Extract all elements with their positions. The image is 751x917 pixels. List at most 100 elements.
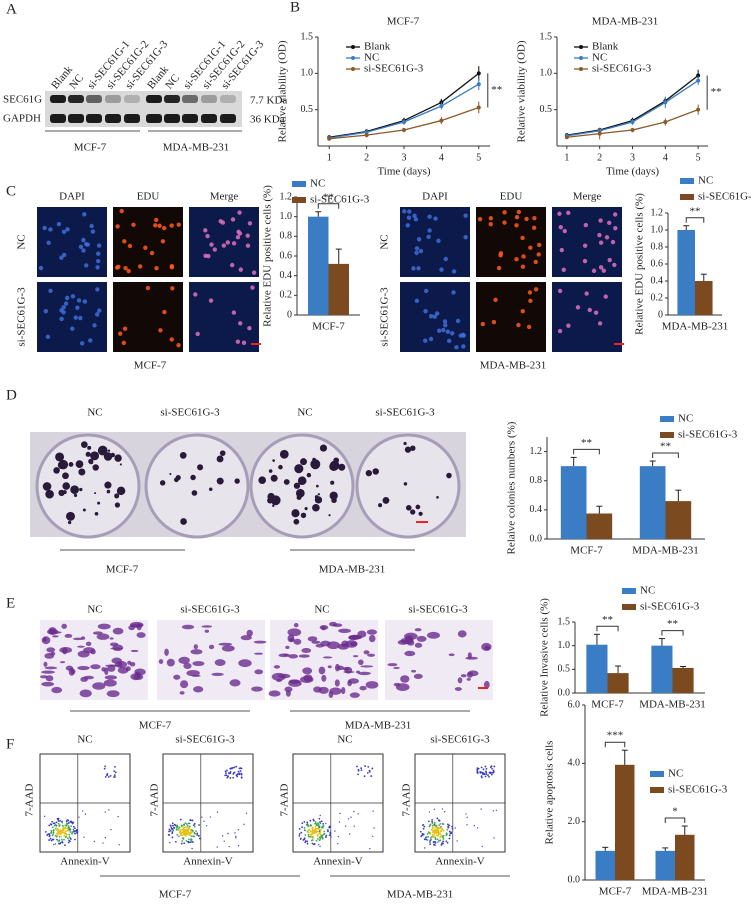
- event: [78, 816, 80, 818]
- invading-cell: [186, 670, 200, 677]
- event: [228, 845, 230, 848]
- event: [314, 827, 317, 830]
- event: [55, 821, 58, 824]
- colony: [267, 492, 275, 501]
- bar: [639, 466, 666, 539]
- y-tick-label: 0.8: [651, 241, 664, 252]
- plate: [35, 433, 141, 539]
- cell: [402, 209, 407, 214]
- event: [104, 811, 107, 813]
- event: [191, 841, 194, 844]
- microscopy-image: [189, 282, 259, 352]
- event: [169, 829, 172, 832]
- event: [307, 835, 310, 838]
- group-label: MDA-MB-231: [163, 142, 230, 154]
- event: [484, 775, 487, 778]
- invading-cell: [467, 652, 472, 659]
- y-tick-label: 0.5: [301, 104, 314, 115]
- colony: [42, 482, 52, 491]
- legend-swatch: [660, 432, 674, 438]
- invading-cell: [360, 665, 374, 668]
- event: [466, 824, 468, 826]
- cell: [454, 345, 459, 350]
- y-tick-label: 1.2: [280, 191, 293, 202]
- event: [436, 817, 439, 820]
- cell: [205, 233, 210, 239]
- invading-cell: [106, 690, 120, 698]
- cell: [514, 257, 519, 262]
- bar: [560, 466, 587, 539]
- event: [57, 829, 60, 832]
- event: [323, 830, 326, 833]
- event: [66, 827, 69, 830]
- cell-line-label: MCF-7: [134, 360, 167, 372]
- legend-label: NC: [678, 413, 693, 425]
- invading-cell: [355, 670, 361, 674]
- cell: [413, 217, 419, 222]
- cell: [95, 312, 100, 317]
- invading-cell: [288, 654, 299, 659]
- invading-cell: [112, 644, 124, 652]
- event: [180, 842, 183, 845]
- point: [663, 120, 668, 125]
- cell: [56, 221, 62, 227]
- significance-bracket: [573, 448, 600, 455]
- cell: [439, 267, 444, 272]
- event: [104, 775, 107, 778]
- cell: [527, 290, 533, 295]
- invading-cell: [341, 686, 346, 695]
- event: [187, 828, 190, 831]
- cell: [427, 228, 432, 233]
- invading-cell: [65, 665, 74, 671]
- invading-cell: [359, 685, 367, 691]
- invading-cell: [46, 647, 56, 653]
- invading-cell: [343, 670, 355, 673]
- cell: [121, 340, 127, 346]
- cell: [612, 212, 618, 217]
- event: [442, 840, 445, 843]
- event: [454, 827, 456, 829]
- event: [191, 847, 193, 850]
- invading-cell: [104, 675, 118, 680]
- event: [108, 809, 110, 811]
- image-column-label: EDU: [137, 191, 160, 203]
- cell: [203, 228, 208, 233]
- event: [191, 819, 193, 822]
- event: [58, 836, 61, 838]
- event: [433, 840, 435, 843]
- cell: [423, 309, 428, 314]
- y-tick-label: 1.0: [301, 68, 314, 79]
- event: [53, 822, 56, 825]
- cell: [537, 242, 542, 248]
- colony: [73, 493, 78, 497]
- cell: [162, 309, 167, 315]
- event: [67, 829, 70, 832]
- event: [110, 828, 112, 831]
- event: [476, 827, 479, 829]
- event: [189, 819, 192, 821]
- event: [84, 813, 87, 815]
- cell: [597, 321, 603, 326]
- event: [175, 825, 178, 828]
- colony: [293, 518, 300, 525]
- cell: [461, 344, 466, 349]
- invading-cell: [111, 657, 122, 664]
- event: [308, 828, 311, 831]
- event: [437, 831, 440, 834]
- event: [431, 818, 434, 821]
- invading-cell: [125, 666, 131, 672]
- event: [432, 834, 435, 837]
- cell: [536, 252, 541, 257]
- event: [433, 824, 435, 826]
- event: [433, 808, 436, 811]
- colony: [378, 503, 383, 508]
- cell: [161, 225, 167, 231]
- event: [435, 832, 438, 834]
- colony: [58, 489, 65, 497]
- event: [174, 840, 177, 843]
- x-tick-label: MDA-MB-231: [642, 886, 709, 898]
- cell: [514, 215, 520, 220]
- band: [146, 114, 162, 123]
- cell: [598, 218, 603, 223]
